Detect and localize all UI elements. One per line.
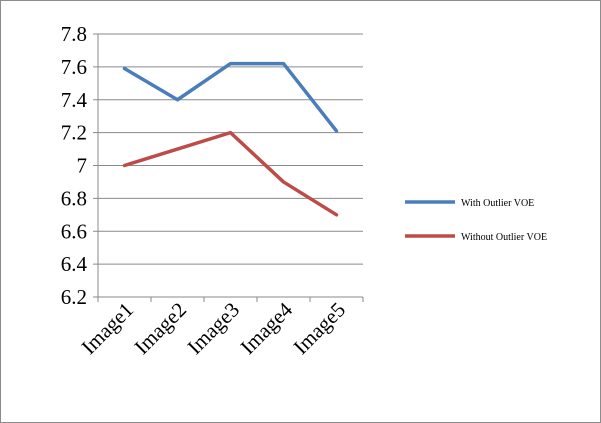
y-tick-label: 7.6 [61,55,87,79]
x-tick-label: Image4 [236,297,298,359]
x-tick-label: Image2 [130,298,192,360]
y-tick-label: 7.4 [61,88,88,112]
y-tick-label: 7.8 [61,22,87,46]
y-tick-label: 6.2 [61,285,87,309]
series-line [122,61,339,133]
legend-label: With Outlier VOE [461,198,534,209]
series-line [122,130,339,217]
y-tick-label: 7.2 [61,121,87,145]
y-tick-label: 7 [77,154,88,178]
x-tick-label: Image3 [183,298,245,360]
y-tick-label: 6.8 [61,186,87,210]
y-tick-label: 6.6 [61,219,87,243]
y-tick-label: 6.4 [61,252,88,276]
x-tick-label: Image5 [289,298,351,360]
legend-label: Without Outlier VOE [461,232,547,243]
